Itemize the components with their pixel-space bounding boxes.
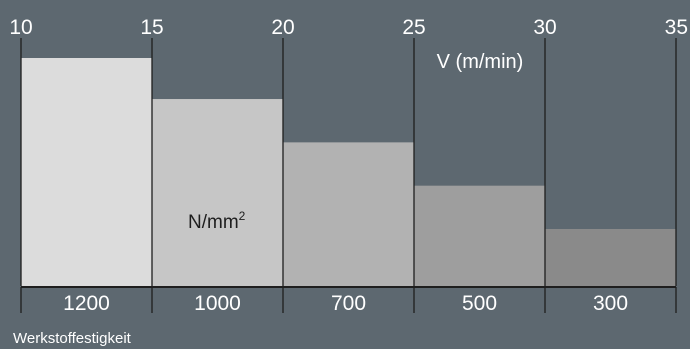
unit-label-superscript: 2 xyxy=(239,209,246,223)
grid-lines-layer xyxy=(20,38,677,313)
x-tick-35: 35 xyxy=(665,16,688,39)
category-label-1000: 1000 xyxy=(194,292,241,315)
bar-300 xyxy=(545,229,676,286)
category-label-1200: 1200 xyxy=(63,292,110,315)
unit-label-base: N/mm xyxy=(188,212,239,233)
x-tick-10: 10 xyxy=(9,16,32,39)
bar-1200 xyxy=(21,58,152,286)
bar-700 xyxy=(283,142,414,286)
bar-500 xyxy=(414,185,545,286)
unit-label: N/mm2 xyxy=(188,209,246,233)
category-label-300: 300 xyxy=(593,292,628,315)
bars-layer xyxy=(21,58,676,286)
category-label-500: 500 xyxy=(462,292,497,315)
x-tick-25: 25 xyxy=(402,16,425,39)
x-tick-15: 15 xyxy=(140,16,163,39)
bar-1000 xyxy=(152,99,283,286)
x-tick-labels: 10 15 20 25 30 35 xyxy=(9,16,688,39)
category-labels: 1200 1000 700 500 300 xyxy=(63,292,628,315)
x-axis-title: V (m/min) xyxy=(437,51,524,73)
x-tick-30: 30 xyxy=(533,16,556,39)
x-tick-20: 20 xyxy=(271,16,294,39)
category-axis-title: Werkstoffestigkeit xyxy=(13,330,132,347)
category-label-700: 700 xyxy=(331,292,366,315)
